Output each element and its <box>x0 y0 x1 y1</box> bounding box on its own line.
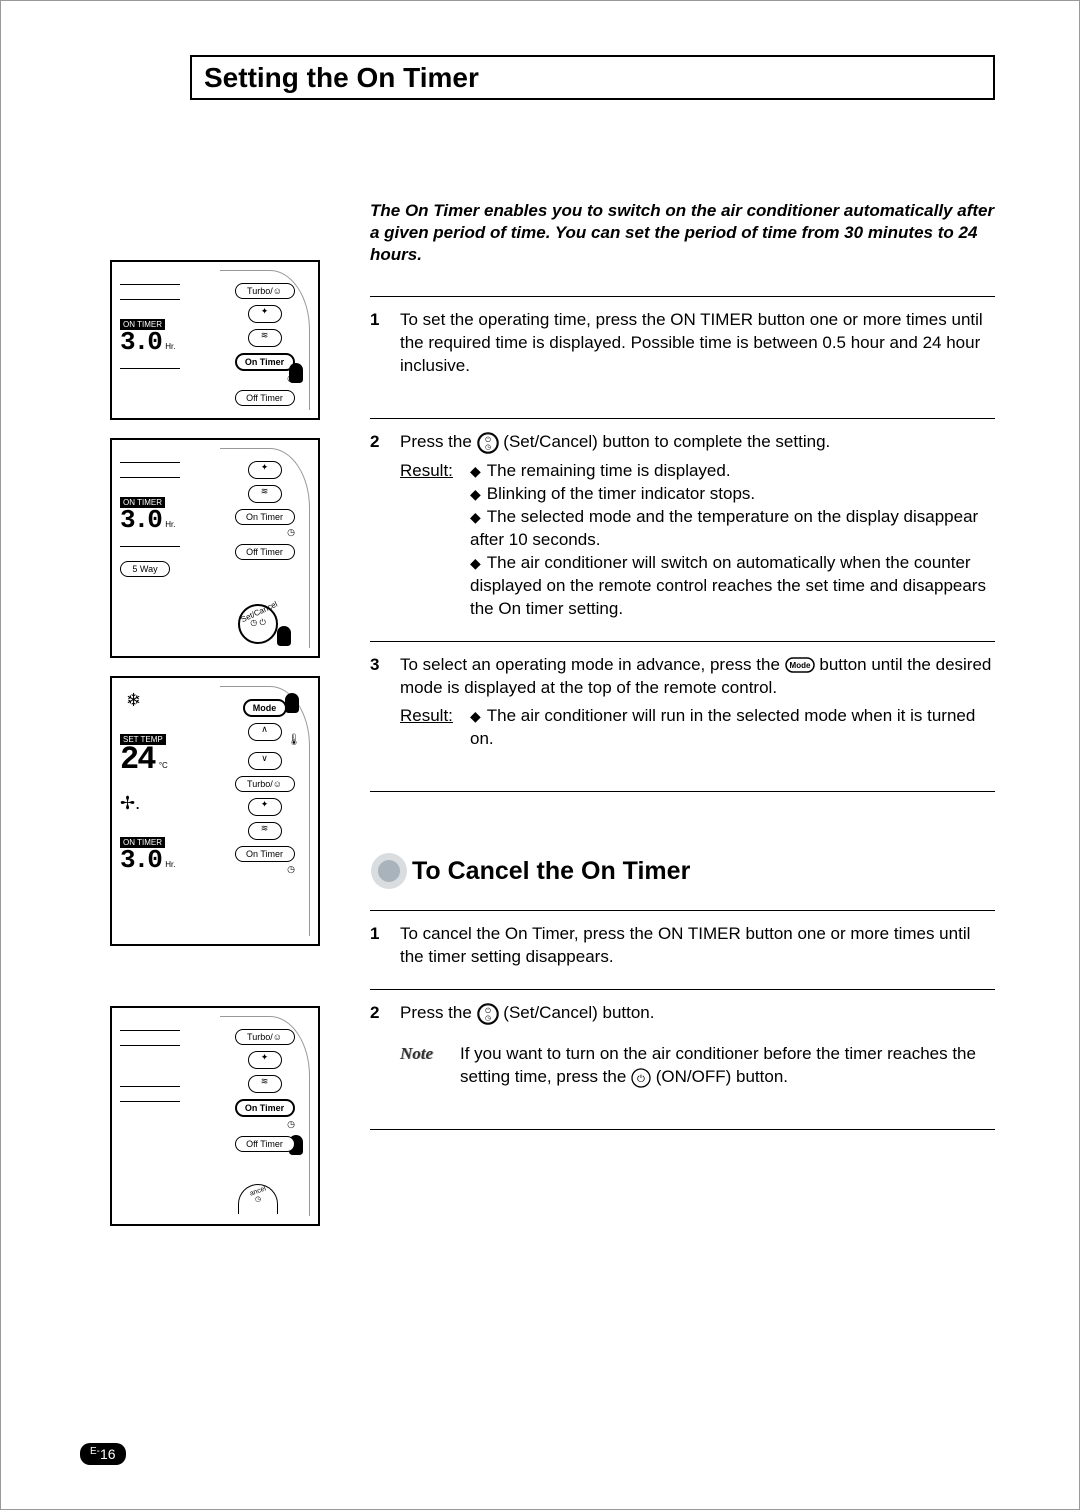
cancel-step-2: 2 Press the ⏻◷ (Set/Cancel) button. Note… <box>370 989 995 1129</box>
lcd-hr-label: Hr. <box>165 342 175 351</box>
mode-button: Mode <box>243 699 287 717</box>
lcd-time-value: 3.0 <box>120 845 161 875</box>
set-cancel-button: ancel ◷ <box>238 1184 278 1214</box>
bullet-icon <box>370 852 408 890</box>
step-3: 3 To select an operating mode in advance… <box>370 641 995 792</box>
step-text-suffix: (Set/Cancel) button to complete the sett… <box>503 432 830 451</box>
subsection-heading: To Cancel the On Timer <box>370 852 995 890</box>
on-timer-button: On Timer <box>235 509 295 525</box>
step-1: 1 To set the operating time, press the O… <box>370 296 995 418</box>
onoff-icon: ⏻ <box>631 1068 651 1088</box>
on-timer-button: On Timer <box>235 846 295 862</box>
note-suffix: (ON/OFF) button. <box>656 1067 788 1086</box>
note-label: Note <box>400 1043 460 1089</box>
svg-text:⏻: ⏻ <box>485 1007 491 1015</box>
result-item: The air conditioner will run in the sele… <box>470 705 995 751</box>
swing-button: ✦ <box>248 798 282 816</box>
airflow-button: ≋ <box>248 485 282 503</box>
lcd-hr-label: Hr. <box>165 520 175 529</box>
remote-diagrams-column: ON TIMER 3.0 Hr. Turbo/☺ ✦ ≋ On Timer ◷ … <box>110 260 320 1244</box>
svg-text:⏻: ⏻ <box>485 436 491 444</box>
lcd-c-label: °C <box>159 761 168 770</box>
lcd-hr-label: Hr. <box>165 860 175 869</box>
section-divider <box>370 791 995 792</box>
step-body: To set the operating time, press the ON … <box>400 309 995 378</box>
set-cancel-button: Set/Cancel ◷ ⏻ <box>238 604 278 644</box>
page-title-bar: Setting the On Timer <box>190 55 995 100</box>
temp-down-button: ∨ <box>248 752 282 770</box>
lcd-time-value: 3.0 <box>120 505 161 535</box>
swing-button: ✦ <box>248 1051 282 1069</box>
remote-diagram-4: Turbo/☺ ✦ ≋ On Timer ◷ Off Timer ancel ◷ <box>110 1006 320 1226</box>
result-label: Result: <box>400 460 470 621</box>
airflow-button: ≋ <box>248 329 282 347</box>
snowflake-icon: ❄ <box>126 690 200 711</box>
lcd-temp-value: 24 <box>120 741 154 778</box>
remote-diagram-1: ON TIMER 3.0 Hr. Turbo/☺ ✦ ≋ On Timer ◷ … <box>110 260 320 420</box>
off-timer-button: Off Timer <box>235 1136 295 1152</box>
subsection-title: To Cancel the On Timer <box>412 857 690 886</box>
turbo-button: Turbo/☺ <box>235 776 295 792</box>
step-text-prefix: Press the <box>400 1003 477 1022</box>
svg-text:⏻: ⏻ <box>637 1074 645 1085</box>
svg-text:Mode: Mode <box>789 661 810 670</box>
step-number: 1 <box>370 309 400 378</box>
page-title: Setting the On Timer <box>204 62 479 94</box>
step-body: To cancel the On Timer, press the ON TIM… <box>400 923 995 969</box>
clock-icon: ◷ <box>220 527 295 538</box>
set-cancel-icon: ⏻◷ <box>477 1003 499 1025</box>
svg-text:◷: ◷ <box>484 444 490 451</box>
five-way-button: 5 Way <box>120 561 170 577</box>
result-list: The air conditioner will run in the sele… <box>470 705 995 751</box>
lcd-time-value: 3.0 <box>120 327 161 357</box>
page-number: E-16 <box>80 1443 126 1465</box>
airflow-button: ≋ <box>248 1075 282 1093</box>
on-timer-button: On Timer <box>235 353 295 371</box>
instructions-column: The On Timer enables you to switch on th… <box>370 200 995 1130</box>
page-prefix: E- <box>90 1446 100 1457</box>
hand-icon <box>285 693 299 713</box>
off-timer-button: Off Timer <box>235 390 295 406</box>
turbo-button: Turbo/☺ <box>235 283 295 299</box>
temp-up-button: ∧ <box>248 723 282 741</box>
step-text-suffix: (Set/Cancel) button. <box>503 1003 654 1022</box>
page-number-value: 16 <box>100 1446 116 1462</box>
turbo-button: Turbo/☺ <box>235 1029 295 1045</box>
remote-diagram-3: ❄ SET TEMP 24 °C ✢. ON TIMER 3.0 Hr. Mod… <box>110 676 320 946</box>
swing-button: ✦ <box>248 461 282 479</box>
result-item: The remaining time is displayed. <box>470 460 995 483</box>
on-timer-button: On Timer <box>235 1099 295 1117</box>
hand-icon <box>289 363 303 383</box>
result-list: The remaining time is displayed. Blinkin… <box>470 460 995 621</box>
fan-icon: ✢. <box>120 793 200 814</box>
note-body: If you want to turn on the air condition… <box>460 1043 995 1089</box>
step-number: 2 <box>370 1002 400 1089</box>
clock-icon: ◷ <box>220 373 295 384</box>
section-divider <box>370 1129 995 1130</box>
step-number: 2 <box>370 431 400 621</box>
step-text-prefix: Press the <box>400 432 477 451</box>
cancel-step-1: 1 To cancel the On Timer, press the ON T… <box>370 910 995 989</box>
airflow-button: ≋ <box>248 822 282 840</box>
step-2: 2 Press the ⏻◷ (Set/Cancel) button to co… <box>370 418 995 641</box>
step-number: 1 <box>370 923 400 969</box>
off-timer-button: Off Timer <box>235 544 295 560</box>
set-cancel-icon: ⏻◷ <box>477 432 499 454</box>
svg-text:◷: ◷ <box>484 1015 490 1022</box>
result-item: The air conditioner will switch on autom… <box>470 552 995 621</box>
result-label: Result: <box>400 705 470 751</box>
mode-icon: Mode <box>785 657 815 673</box>
swing-button: ✦ <box>248 305 282 323</box>
intro-text: The On Timer enables you to switch on th… <box>370 200 995 266</box>
clock-icon: ◷ <box>220 864 295 875</box>
hand-icon <box>277 626 291 646</box>
step-text-prefix: To select an operating mode in advance, … <box>400 655 785 674</box>
result-item: The selected mode and the temperature on… <box>470 506 995 552</box>
result-item: Blinking of the timer indicator stops. <box>470 483 995 506</box>
clock-icon: ◷ <box>220 1119 295 1130</box>
remote-diagram-2: ON TIMER 3.0 Hr. 5 Way ✦ ≋ On Timer ◷ Of… <box>110 438 320 658</box>
step-number: 3 <box>370 654 400 752</box>
